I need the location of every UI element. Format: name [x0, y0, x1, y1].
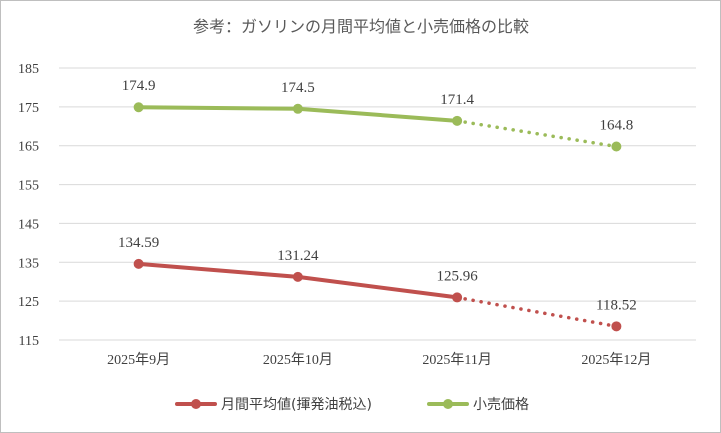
series-1-point-0	[133, 102, 144, 113]
y-tick-label: 135	[18, 256, 39, 271]
series-1-segment-1	[295, 106, 460, 123]
series-0-point-3	[611, 321, 622, 332]
series-1-segment-2	[455, 119, 619, 149]
series-1-point-1	[292, 103, 303, 114]
x-category-label: 2025年9月	[107, 352, 170, 368]
data-label: 118.52	[596, 297, 637, 313]
series-1-segment-0	[136, 105, 300, 111]
data-label: 131.24	[277, 248, 319, 264]
series-0-point-2	[452, 292, 463, 303]
y-tick-label: 165	[18, 140, 39, 155]
legend-swatch-marker	[443, 399, 453, 409]
data-label: 174.5	[281, 80, 315, 96]
series-0-point-0	[133, 258, 144, 269]
y-tick-label: 185	[18, 62, 39, 77]
y-tick-label: 125	[18, 295, 39, 310]
series-0-segment-0	[136, 261, 300, 279]
chart-title: 参考：ガソリンの月間平均値と小売価格の比較	[193, 17, 529, 36]
series-layer	[133, 102, 622, 332]
x-axis-categories: 2025年9月 2025年10月 2025年11月 2025年12月	[107, 352, 651, 368]
data-label: 174.9	[122, 78, 156, 94]
x-category-label: 2025年10月	[263, 352, 333, 368]
series-0-point-1	[292, 271, 303, 282]
x-category-label: 2025年11月	[422, 352, 491, 368]
data-label: 125.96	[437, 268, 479, 284]
y-axis-ticks: 115 125 135 145 155 165 175 185	[18, 62, 39, 349]
y-tick-label: 145	[18, 217, 39, 232]
data-labels: 134.59 131.24 125.96 118.52 174.9 174.5 171.4 1…	[118, 78, 637, 313]
legend-label: 小売価格	[473, 397, 529, 413]
legend-swatch-marker	[191, 399, 201, 409]
series-1-point-2	[452, 115, 463, 126]
series-0-segment-2	[455, 295, 619, 329]
series-1-point-3	[611, 141, 622, 152]
data-label: 134.59	[118, 235, 159, 251]
series-0-segment-1	[295, 274, 460, 300]
y-tick-label: 175	[18, 101, 39, 116]
data-label: 171.4	[440, 92, 474, 108]
legend: 月間平均値(揮発油税込) 小売価格	[175, 397, 529, 413]
data-label: 164.8	[600, 117, 634, 133]
y-tick-label: 155	[18, 179, 39, 194]
x-category-label: 2025年12月	[581, 352, 651, 368]
y-tick-label: 115	[19, 334, 39, 349]
legend-label: 月間平均値(揮発油税込)	[221, 397, 372, 413]
